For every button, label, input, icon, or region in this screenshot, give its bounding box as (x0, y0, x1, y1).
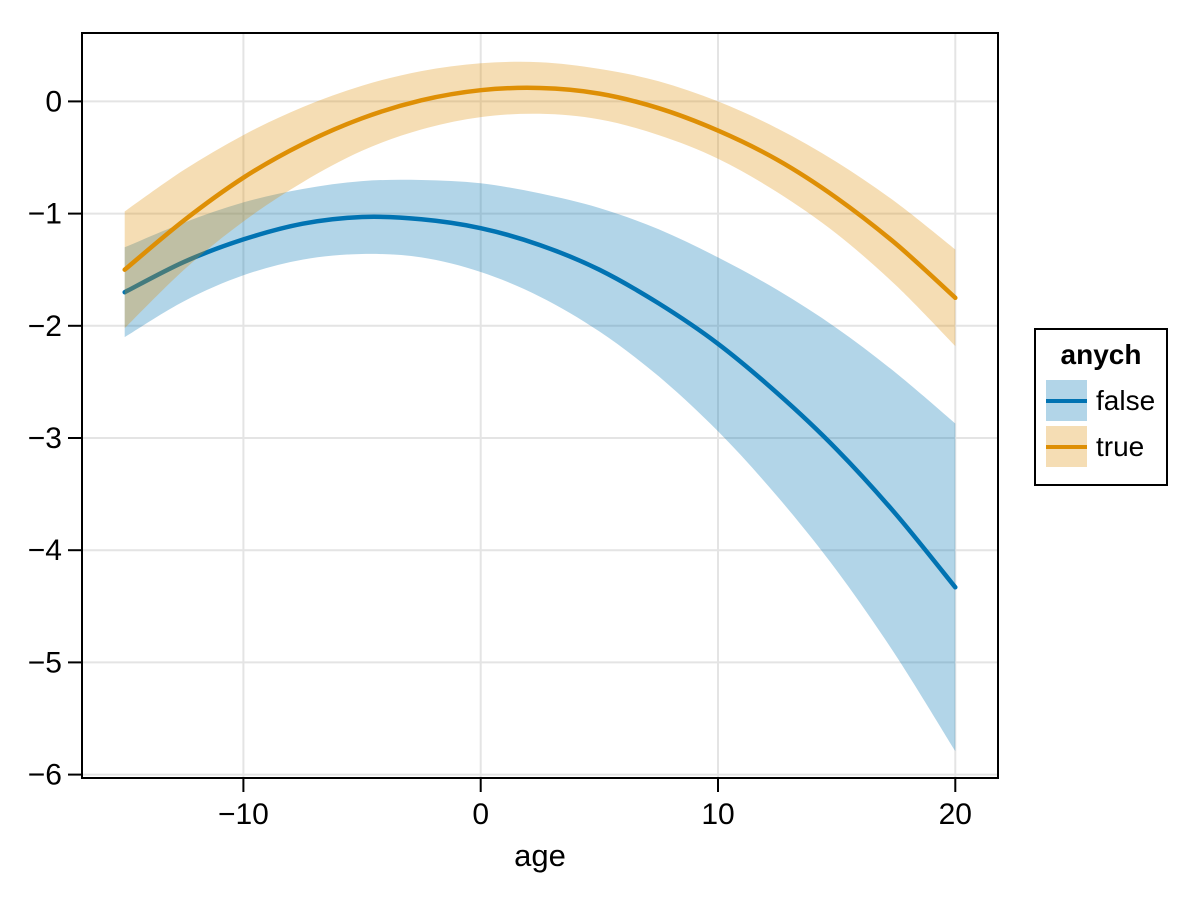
legend-swatch-true (1046, 426, 1087, 468)
x-tick-label: −10 (218, 798, 269, 831)
y-tick-label: −5 (28, 646, 62, 679)
x-tick-label: 0 (472, 798, 489, 831)
legend-item-false: false (1046, 380, 1156, 422)
data-series (122, 61, 958, 752)
y-tick-label: −1 (28, 198, 62, 231)
y-tick-label: −3 (28, 422, 62, 455)
trend-line-true (122, 85, 958, 301)
trend-line-false (122, 214, 958, 590)
y-tick-label: 0 (45, 85, 62, 118)
grid-lines (82, 33, 998, 778)
y-tick-label: −4 (28, 534, 62, 567)
legend-entries: false true (1036, 380, 1156, 468)
y-tick-label: −6 (28, 759, 62, 792)
legend-item-label: true (1096, 430, 1145, 462)
legend-item-true: true (1046, 426, 1155, 468)
legend-title: anych (1060, 339, 1142, 370)
legend-swatch-line (1046, 398, 1087, 403)
confidence-band-true (124, 61, 956, 347)
legend: anych false true (1034, 328, 1168, 486)
legend-swatch-line (1046, 444, 1087, 449)
tick-labels: −10 0 10 20 0 −1 −2 −3 −4 −5 −6 (28, 85, 972, 831)
axis-ticks (68, 100, 957, 792)
legend-item-label: false (1096, 384, 1156, 416)
x-axis-label: age (514, 838, 566, 873)
legend-swatch-false (1046, 380, 1087, 422)
x-tick-label: 10 (701, 798, 734, 831)
plot-frame (81, 32, 999, 779)
y-tick-label: −2 (28, 310, 62, 343)
confidence-band-false (124, 179, 956, 752)
x-tick-label: 20 (939, 798, 972, 831)
